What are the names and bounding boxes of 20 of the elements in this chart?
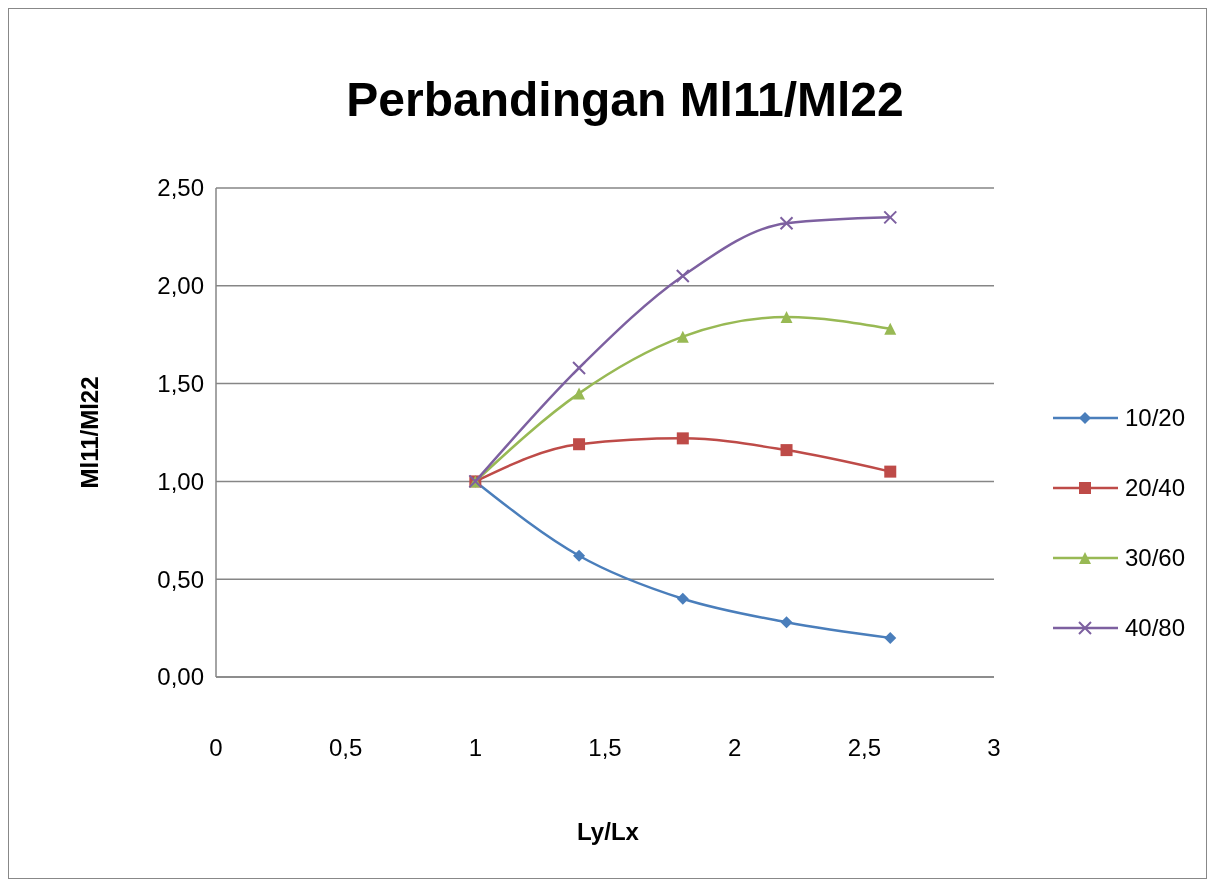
x-tick-label: 3 — [987, 734, 1001, 761]
x-tick-label: 1 — [468, 734, 483, 761]
y-tick-label: 2,00 — [157, 272, 204, 300]
x-tick-label: 1,5 — [588, 734, 622, 761]
y-tick-label: 2,50 — [157, 174, 204, 202]
x-axis-title: Ly/Lx — [577, 818, 640, 845]
x-tick-label: 0 — [209, 734, 223, 761]
chart-title: Perbandingan Ml11/Ml22 — [346, 73, 904, 126]
y-tick-label: 1,50 — [157, 370, 204, 397]
legend-label: 10/20 — [1125, 404, 1186, 432]
y-tick-label: 0,50 — [157, 565, 204, 593]
x-tick-label: 2,5 — [847, 734, 882, 761]
legend-label: 40/80 — [1125, 614, 1186, 642]
x-tick-label: 0,5 — [328, 734, 363, 761]
legend-label: 20/40 — [1125, 474, 1186, 502]
y-axis-title: Ml11/Ml22 — [76, 376, 103, 489]
y-tick-label: 1,00 — [157, 467, 204, 495]
y-tick-label: 0,00 — [157, 663, 204, 691]
legend-label: 30/60 — [1125, 544, 1186, 572]
x-tick-label: 2 — [727, 734, 742, 761]
